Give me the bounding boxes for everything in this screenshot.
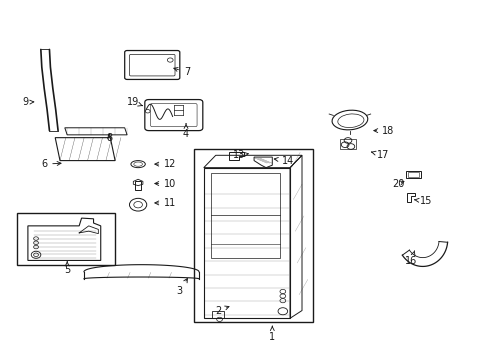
Bar (340, 139, 355, 149)
Text: 4: 4 (183, 123, 189, 139)
Text: 12: 12 (155, 159, 176, 169)
Text: 17: 17 (371, 150, 389, 160)
Text: 15: 15 (414, 196, 432, 206)
Text: 6: 6 (41, 159, 61, 169)
Bar (407, 172, 418, 177)
Text: 16: 16 (405, 251, 417, 266)
Text: 5: 5 (64, 262, 70, 275)
Bar (17, 213, 115, 265)
Bar (135, 181, 141, 190)
Text: 10: 10 (155, 179, 176, 189)
Bar (194, 149, 312, 322)
Text: 14: 14 (274, 156, 293, 166)
Text: 11: 11 (155, 198, 176, 208)
Text: 1: 1 (269, 326, 275, 342)
Text: 9: 9 (22, 98, 34, 107)
Text: 3: 3 (176, 279, 187, 296)
Text: 18: 18 (373, 126, 394, 136)
Text: 20: 20 (392, 179, 404, 189)
Text: 13: 13 (232, 150, 248, 160)
Text: 7: 7 (173, 67, 190, 77)
Text: 19: 19 (127, 98, 142, 107)
Bar (406, 171, 420, 178)
Text: 8: 8 (106, 133, 112, 143)
Bar (211, 311, 224, 318)
Text: 2: 2 (215, 306, 228, 315)
